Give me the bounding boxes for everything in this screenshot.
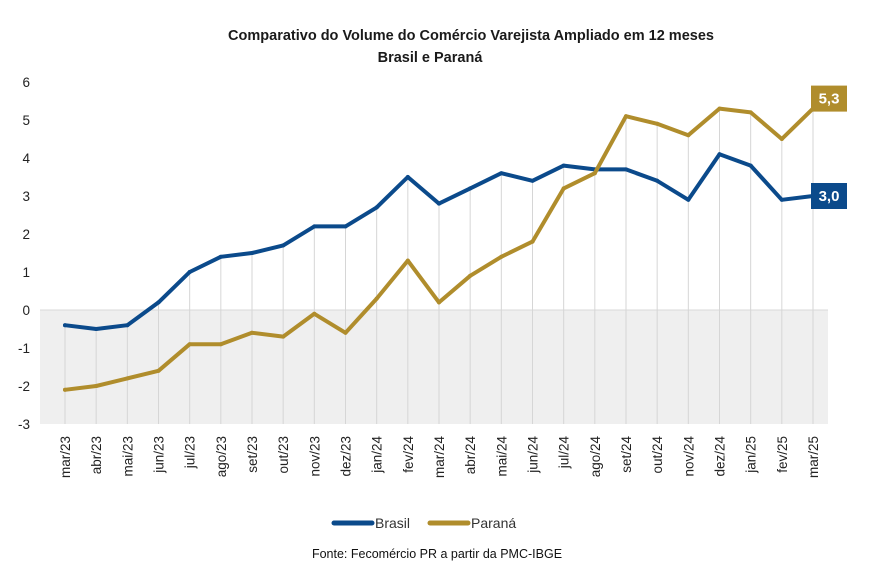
data-point [468,186,473,191]
data-point [125,323,130,328]
x-tick-label: dez/23 [339,436,354,477]
x-tick-label: jan/25 [744,436,759,474]
y-tick-label: 5 [22,113,30,128]
data-point [624,114,628,119]
data-point [748,110,753,115]
data-point [624,167,628,172]
data-point [561,186,566,191]
y-tick-label: 0 [22,303,30,318]
y-tick-label: -3 [18,417,30,432]
x-tick-label: abr/24 [463,436,478,475]
x-tick-label: fev/25 [775,436,790,473]
data-point [187,270,192,274]
data-point [686,197,691,202]
x-tick-label: jul/24 [557,436,572,470]
x-tick-label: fev/24 [401,436,416,473]
data-point [250,251,254,255]
x-tick-label: abr/23 [89,436,104,474]
y-tick-label: 1 [22,265,30,280]
x-tick-label: mar/23 [58,436,73,478]
end-data-label: 3,0 [819,188,840,205]
data-point [468,273,473,278]
chart-title: Comparativo do Volume do Comércio Vareji… [228,28,714,44]
data-point [437,300,441,305]
legend-label: Brasil [375,515,410,531]
x-tick-label: jun/24 [526,436,541,474]
data-point [218,254,223,259]
data-point [187,342,192,347]
data-point [655,178,660,183]
x-tick-label: mar/24 [432,436,447,479]
y-tick-label: -1 [18,341,30,356]
data-point [281,243,286,248]
legend-label: Paraná [471,515,516,531]
data-point [405,175,410,179]
plot-area: -3 -2 -1 0 1 2 3 4 5 6 mar/23 abr/23 mai/23 jun/23 jul… [18,75,847,478]
data-point [686,133,691,138]
data-point [499,254,504,259]
end-data-label: 5,3 [819,91,840,108]
data-point [281,334,286,339]
data-point [405,258,410,263]
x-tick-label: ago/24 [588,436,603,478]
y-tick-label: 3 [22,189,30,204]
data-point [561,163,566,168]
data-point [343,330,348,335]
data-point [717,152,722,157]
x-tick-label: jul/23 [183,436,198,469]
data-point [592,171,597,176]
data-point [437,201,441,206]
data-point [499,171,504,176]
x-tick-label: nov/23 [307,436,322,477]
negative-region-shade [40,310,828,424]
x-tick-label: out/24 [650,436,665,474]
x-tick-label: jun/23 [152,436,167,474]
x-tick-label: set/23 [245,436,260,473]
source-note: Fonte: Fecomércio PR a partir da PMC-IBG… [312,547,562,561]
data-point [312,224,317,229]
data-point [218,342,223,347]
x-tick-label: jan/24 [370,436,385,474]
data-point [717,106,722,111]
chart-subtitle: Brasil e Paraná [378,50,484,66]
data-point [779,197,784,202]
data-point [748,163,753,168]
data-point [343,224,348,229]
data-point [63,323,67,328]
data-point [374,205,379,210]
x-tick-label: mai/23 [120,436,135,477]
y-tick-label: -2 [18,379,30,394]
x-tick-label: set/24 [619,436,634,473]
data-point [63,387,67,392]
data-point [156,300,161,305]
data-point [530,178,535,183]
data-point [655,121,660,126]
x-tick-label: dez/24 [713,436,728,477]
y-tick-label: 6 [22,75,30,90]
data-point [250,330,254,335]
data-point [312,311,317,316]
end-label-box [811,183,847,209]
x-tick-label: mar/25 [806,436,821,478]
data-point [94,327,99,331]
data-point [779,137,784,141]
data-point [374,296,379,301]
data-point [530,239,535,244]
x-tick-label: nov/24 [681,436,696,477]
data-point [156,368,161,373]
y-tick-label: 4 [22,151,30,166]
legend: Brasil Paraná [331,515,516,531]
data-point [94,384,99,388]
x-tick-label: ago/23 [214,436,229,477]
data-point [125,376,130,381]
x-tick-label: out/23 [276,436,291,474]
x-tick-label: mai/24 [494,436,509,477]
y-tick-label: 2 [22,227,30,242]
end-label-box [811,85,847,112]
